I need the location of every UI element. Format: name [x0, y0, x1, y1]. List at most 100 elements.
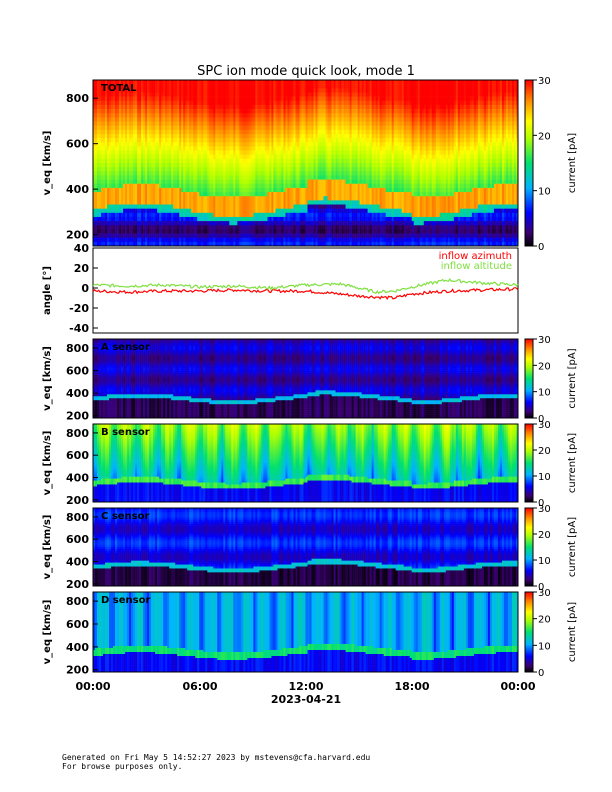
heatmap-cell [179, 117, 181, 121]
heatmap-cell [143, 221, 145, 225]
heatmap-cell [257, 205, 259, 209]
heatmap-cell [287, 196, 289, 200]
heatmap-cell [113, 151, 115, 155]
heatmap-cell [165, 238, 167, 242]
heatmap-cell [235, 84, 237, 88]
heatmap-cell [318, 155, 320, 159]
heatmap-cell [195, 88, 197, 92]
heatmap-cell [229, 155, 231, 159]
heatmap-cell [163, 200, 165, 204]
heatmap-cell [155, 205, 157, 209]
heatmap-cell [265, 175, 267, 179]
heatmap-cell [203, 171, 205, 175]
heatmap-cell [111, 229, 113, 233]
heatmap-cell [161, 105, 163, 109]
heatmap-cell [187, 192, 189, 196]
heatmap-cell [257, 142, 259, 146]
heatmap-cell [219, 146, 221, 150]
heatmap-cell [203, 126, 205, 130]
heatmap-cell [320, 234, 322, 238]
heatmap-cell [109, 159, 111, 163]
heatmap-cell [295, 238, 297, 242]
heatmap-cell [259, 238, 261, 242]
heatmap-cell [213, 200, 215, 204]
heatmap-cell [287, 155, 289, 159]
heatmap-cell [195, 171, 197, 175]
heatmap-cell [314, 192, 316, 196]
heatmap-cell [133, 167, 135, 171]
heatmap-cell [103, 159, 105, 163]
heatmap-cell [308, 113, 310, 117]
heatmap-cell [189, 229, 191, 233]
heatmap-cell [133, 159, 135, 163]
heatmap-cell [149, 92, 151, 96]
heatmap-cell [209, 97, 211, 101]
heatmap-cell [267, 217, 269, 221]
heatmap-cell [151, 122, 153, 126]
heatmap-cell [201, 80, 203, 84]
heatmap-cell [145, 196, 147, 200]
heatmap-cell [183, 92, 185, 96]
heatmap-cell [310, 101, 312, 105]
heatmap-cell [239, 221, 241, 225]
heatmap-cell [235, 146, 237, 150]
heatmap-cell [149, 205, 151, 209]
heatmap-cell [117, 138, 119, 142]
heatmap-cell [271, 151, 273, 155]
heatmap-cell [239, 113, 241, 117]
heatmap-cell [179, 159, 181, 163]
heatmap-cell [187, 113, 189, 117]
heatmap-cell [207, 229, 209, 233]
heatmap-cell [231, 159, 233, 163]
heatmap-cell [107, 122, 109, 126]
heatmap-cell [233, 192, 235, 196]
heatmap-cell [171, 229, 173, 233]
heatmap-cell [203, 188, 205, 192]
heatmap-cell [267, 221, 269, 225]
heatmap-cell [159, 192, 161, 196]
heatmap-cell [209, 184, 211, 188]
heatmap-cell [314, 163, 316, 167]
heatmap-cell [205, 217, 207, 221]
heatmap-cell [157, 80, 159, 84]
heatmap-cell [308, 200, 310, 204]
heatmap-cell [233, 180, 235, 184]
heatmap-cell [205, 130, 207, 134]
heatmap-cell [151, 167, 153, 171]
heatmap-cell [181, 175, 183, 179]
heatmap-cell [115, 184, 117, 188]
heatmap-cell [221, 229, 223, 233]
heatmap-cell [249, 209, 251, 213]
heatmap-cell [147, 225, 149, 229]
heatmap-cell [297, 117, 299, 121]
heatmap-cell [163, 217, 165, 221]
heatmap-cell [287, 213, 289, 217]
heatmap-cell [291, 130, 293, 134]
heatmap-cell [137, 229, 139, 233]
heatmap-cell [101, 130, 103, 134]
heatmap-cell [213, 109, 215, 113]
heatmap-cell [316, 122, 318, 126]
heatmap-cell [133, 101, 135, 105]
heatmap-cell [119, 126, 121, 130]
heatmap-cell [113, 188, 115, 192]
heatmap-cell [237, 221, 239, 225]
heatmap-cell [109, 146, 111, 150]
heatmap-cell [143, 213, 145, 217]
heatmap-cell [99, 130, 101, 134]
heatmap-cell [239, 117, 241, 121]
heatmap-cell [105, 142, 107, 146]
heatmap-cell [306, 84, 308, 88]
heatmap-cell [223, 105, 225, 109]
heatmap-cell [219, 138, 221, 142]
heatmap-cell [169, 113, 171, 117]
heatmap-cell [131, 171, 133, 175]
heatmap-cell [255, 122, 257, 126]
heatmap-cell [187, 188, 189, 192]
heatmap-cell [215, 126, 217, 130]
heatmap-cell [299, 159, 301, 163]
heatmap-cell [163, 205, 165, 209]
heatmap-cell [308, 205, 310, 209]
heatmap-cell [137, 217, 139, 221]
heatmap-cell [171, 209, 173, 213]
